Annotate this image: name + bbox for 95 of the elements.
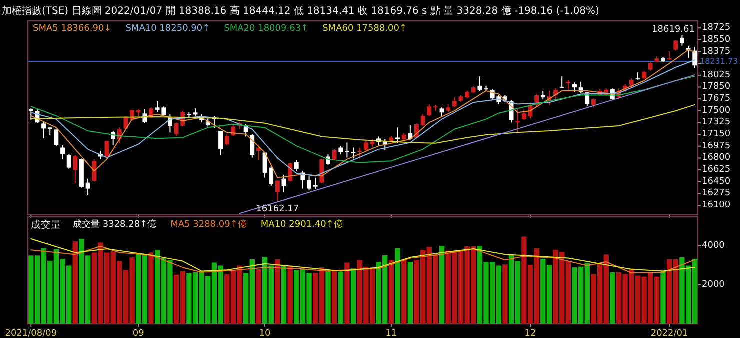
x-tick-label: 11 bbox=[386, 329, 398, 338]
candlestick bbox=[275, 180, 280, 202]
y-tick-label: 17500 bbox=[702, 106, 731, 116]
y-tick-label: 16450 bbox=[702, 176, 731, 187]
bar bbox=[288, 266, 293, 324]
candlestick bbox=[269, 166, 274, 187]
candlestick bbox=[250, 134, 255, 158]
candlestick bbox=[478, 76, 482, 92]
candlestick bbox=[294, 160, 299, 172]
y-tick-label: 18725 bbox=[702, 23, 731, 34]
candlestick bbox=[516, 108, 520, 134]
chart-title: 成交量 bbox=[31, 219, 61, 231]
candlestick bbox=[427, 104, 432, 116]
candlestick bbox=[307, 176, 312, 191]
annotation: 18619.61 bbox=[652, 25, 695, 35]
candlestick bbox=[256, 144, 261, 161]
x-tick-label: 10 bbox=[259, 329, 272, 338]
candlestick bbox=[522, 108, 526, 121]
y-tick-label: 18025 bbox=[702, 70, 731, 80]
y-tick-label: 16975 bbox=[702, 141, 731, 152]
candlestick bbox=[111, 130, 116, 146]
candlestick bbox=[420, 114, 426, 127]
text: SMA10 18250.90↑ bbox=[126, 24, 210, 34]
bar bbox=[395, 248, 400, 324]
text: SMA5 18366.90↓ bbox=[33, 24, 112, 34]
candlestick bbox=[206, 117, 210, 128]
candlestick bbox=[636, 72, 640, 80]
y-tick-label: 17675 bbox=[702, 94, 731, 104]
candlestick bbox=[42, 121, 46, 139]
y-tick-label: 17850 bbox=[702, 82, 731, 92]
bar bbox=[401, 259, 407, 324]
line-series bbox=[30, 76, 696, 164]
y-tick-label: 4000 bbox=[702, 241, 726, 252]
text: MA5 3288.09↑億 bbox=[170, 219, 247, 230]
candlestick bbox=[566, 80, 571, 90]
bar bbox=[660, 271, 666, 324]
y-tick-label: 16800 bbox=[702, 153, 731, 164]
x-tick-label: 09 bbox=[132, 329, 145, 338]
candlestick bbox=[351, 147, 356, 160]
candlestick bbox=[396, 127, 400, 144]
bar bbox=[281, 266, 287, 324]
x-tick-label: 2022/01 bbox=[650, 329, 688, 338]
bar bbox=[275, 259, 280, 324]
ref-line-label: 18231.73 bbox=[700, 56, 738, 66]
y-tick-label: 17325 bbox=[702, 118, 731, 128]
line-series bbox=[30, 246, 696, 274]
bar bbox=[148, 252, 154, 324]
line-series bbox=[30, 238, 696, 272]
bar bbox=[72, 242, 78, 324]
candlestick bbox=[680, 34, 684, 46]
candlestick bbox=[60, 144, 65, 160]
y-tick-label: 16100 bbox=[702, 200, 731, 211]
candlestick bbox=[28, 108, 34, 121]
candlestick bbox=[452, 97, 457, 108]
bar bbox=[610, 272, 616, 324]
y-tick-label: 17150 bbox=[702, 130, 731, 140]
y-tick-label: 18550 bbox=[702, 34, 731, 45]
candlestick bbox=[224, 134, 230, 146]
line-series bbox=[30, 104, 696, 144]
candlestick bbox=[358, 147, 362, 160]
candlestick bbox=[591, 98, 596, 108]
candlestick bbox=[674, 40, 678, 52]
annotation: 16162.17 bbox=[256, 204, 300, 214]
candlestick bbox=[218, 130, 223, 156]
bar bbox=[502, 264, 508, 324]
bar bbox=[332, 271, 338, 324]
y-tick-label: 16275 bbox=[702, 188, 731, 199]
text: SMA20 18009.63↑ bbox=[224, 24, 309, 34]
candlestick bbox=[86, 178, 90, 196]
text: MA10 2901.40↑億 bbox=[260, 219, 343, 230]
candlestick bbox=[364, 140, 368, 152]
candlestick bbox=[572, 82, 577, 92]
bar bbox=[350, 268, 356, 324]
bar bbox=[338, 272, 344, 324]
bar bbox=[326, 270, 331, 324]
candlestick bbox=[66, 154, 72, 170]
candlestick bbox=[313, 177, 318, 190]
candlestick bbox=[344, 142, 350, 158]
bar bbox=[408, 262, 413, 324]
bar bbox=[388, 260, 394, 324]
text: SMA60 17588.00↑ bbox=[322, 24, 408, 34]
candlestick bbox=[73, 154, 78, 184]
series-label: 成交量 3328.28↑億 bbox=[73, 219, 157, 230]
y-tick-label: 16625 bbox=[702, 165, 731, 176]
x-tick-label: 12 bbox=[524, 329, 536, 338]
candlestick bbox=[92, 158, 97, 182]
chart-title: 加權指數(TSE) 日線圖 2022/01/07 開 18388.16 高 18444.12 低 18134.41 收 18169.76 s 點 量 3328.28 億 -198.16 (-1.08%) bbox=[2, 5, 600, 17]
x-tick-label: 2021/08/09 bbox=[5, 329, 58, 338]
bar bbox=[344, 262, 350, 324]
candlestick bbox=[560, 76, 564, 88]
y-tick-label: 18375 bbox=[702, 46, 731, 57]
bar bbox=[256, 269, 262, 324]
y-tick-label: 2000 bbox=[702, 280, 726, 290]
bar bbox=[439, 246, 445, 324]
candlestick bbox=[54, 128, 59, 147]
